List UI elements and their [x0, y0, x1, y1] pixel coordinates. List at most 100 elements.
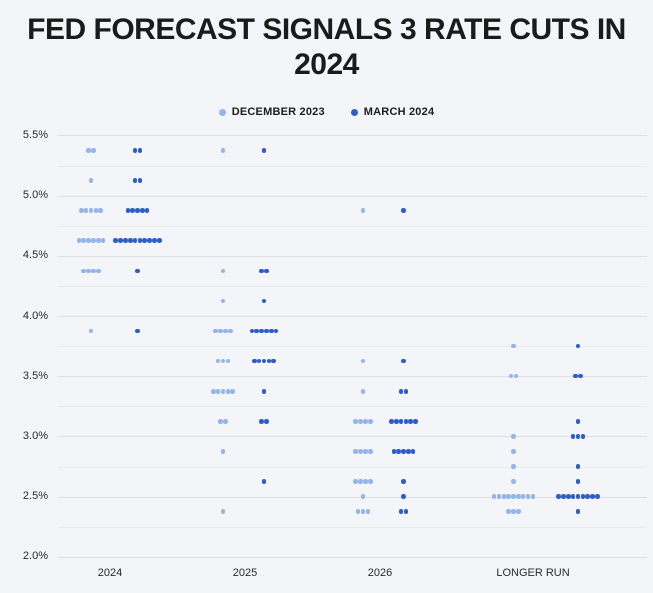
dot-march-2024 — [389, 419, 394, 424]
dot-march-2024 — [575, 479, 581, 484]
dot-march-2024 — [406, 449, 411, 454]
dot-march-2024 — [144, 208, 150, 213]
dot-march-2024 — [266, 358, 272, 364]
dot-march-2024 — [137, 238, 143, 244]
y-axis-tick-label: 3.0% — [22, 429, 48, 442]
dot-december-2023 — [220, 268, 226, 274]
dot-march-2024 — [261, 358, 267, 364]
dot-december-2023 — [511, 434, 516, 439]
dot-march-2024 — [413, 419, 418, 424]
gridline — [58, 285, 647, 287]
dot-march-2024 — [261, 148, 267, 153]
dot-december-2023 — [511, 343, 516, 349]
dot-december-2023 — [360, 358, 366, 364]
dot-march-2024 — [398, 509, 404, 514]
y-axis-tick-label: 2.0% — [22, 550, 48, 563]
dot-december-2023 — [511, 464, 516, 469]
dot-december-2023 — [367, 419, 373, 424]
dot-december-2023 — [363, 479, 368, 484]
dot-december-2023 — [516, 494, 521, 499]
dot-december-2023 — [91, 268, 96, 274]
gridline — [58, 225, 647, 227]
dot-december-2023 — [516, 509, 521, 514]
dot-march-2024 — [575, 464, 581, 469]
dot-december-2023 — [358, 449, 363, 454]
dot-december-2023 — [98, 208, 103, 213]
dot-march-2024 — [135, 208, 140, 213]
dot-march-2024 — [123, 238, 128, 244]
dot-march-2024 — [264, 328, 269, 334]
dot-december-2023 — [81, 268, 86, 274]
dot-december-2023 — [511, 509, 516, 514]
gridline — [58, 165, 647, 167]
dot-march-2024 — [408, 419, 414, 424]
dot-march-2024 — [132, 148, 138, 153]
dot-march-2024 — [130, 208, 135, 213]
dot-march-2024 — [566, 494, 571, 499]
dot-december-2023 — [360, 494, 366, 499]
gridline — [58, 346, 647, 348]
dot-march-2024 — [137, 178, 143, 183]
dot-march-2024 — [256, 358, 262, 364]
dot-march-2024 — [132, 178, 138, 183]
gridline — [58, 135, 647, 137]
dot-december-2023 — [511, 449, 516, 454]
dot-december-2023 — [83, 208, 89, 213]
dot-december-2023 — [367, 479, 373, 484]
dot-march-2024 — [135, 328, 140, 334]
dot-december-2023 — [496, 494, 502, 499]
dot-december-2023 — [511, 494, 516, 499]
dot-december-2023 — [520, 494, 526, 499]
dot-march-2024 — [249, 328, 255, 334]
dot-march-2024 — [261, 479, 267, 484]
dot-december-2023 — [211, 388, 216, 394]
dot-december-2023 — [215, 388, 221, 394]
y-axis-tick-label: 3.5% — [22, 369, 48, 382]
dot-december-2023 — [76, 238, 82, 244]
dot-march-2024 — [398, 419, 404, 424]
dot-december-2023 — [360, 388, 366, 394]
dot-december-2023 — [360, 509, 366, 514]
dot-march-2024 — [570, 494, 576, 499]
gridline — [58, 496, 647, 498]
dot-march-2024 — [401, 479, 406, 484]
dot-march-2024 — [127, 238, 133, 244]
gridline — [58, 436, 647, 438]
y-axis-tick-label: 4.0% — [22, 309, 48, 322]
dot-march-2024 — [137, 148, 143, 153]
dot-march-2024 — [401, 208, 406, 213]
dot-december-2023 — [88, 178, 94, 183]
dot-december-2023 — [363, 449, 368, 454]
dot-march-2024 — [396, 449, 401, 454]
dot-march-2024 — [575, 509, 581, 514]
dot-december-2023 — [501, 494, 507, 499]
dot-december-2023 — [88, 328, 94, 334]
dot-march-2024 — [259, 268, 264, 274]
dot-march-2024 — [271, 358, 276, 364]
dot-december-2023 — [530, 494, 536, 499]
legend-dot-icon — [218, 108, 226, 116]
dot-december-2023 — [360, 208, 366, 213]
dot-march-2024 — [152, 238, 157, 244]
dot-march-2024 — [401, 449, 406, 454]
dot-december-2023 — [225, 358, 231, 364]
dot-december-2023 — [86, 148, 91, 153]
y-axis-tick-label: 4.5% — [22, 249, 48, 262]
dot-december-2023 — [220, 509, 226, 514]
dot-december-2023 — [525, 494, 531, 499]
legend-item-march-2024: MARCH 2024 — [350, 106, 435, 118]
dot-december-2023 — [358, 419, 363, 424]
dot-december-2023 — [367, 449, 373, 454]
dot-december-2023 — [508, 373, 514, 379]
y-axis-tick-label: 5.0% — [22, 189, 48, 202]
dot-march-2024 — [113, 238, 118, 244]
dot-march-2024 — [556, 494, 561, 499]
chart-legend: DECEMBER 2023 MARCH 2024 — [0, 106, 653, 118]
gridline — [58, 316, 647, 317]
legend-label: MARCH 2024 — [363, 106, 435, 118]
dot-december-2023 — [506, 494, 511, 499]
dot-december-2023 — [100, 238, 106, 244]
dot-december-2023 — [220, 298, 226, 304]
dot-march-2024 — [118, 238, 123, 244]
dot-december-2023 — [230, 388, 235, 394]
